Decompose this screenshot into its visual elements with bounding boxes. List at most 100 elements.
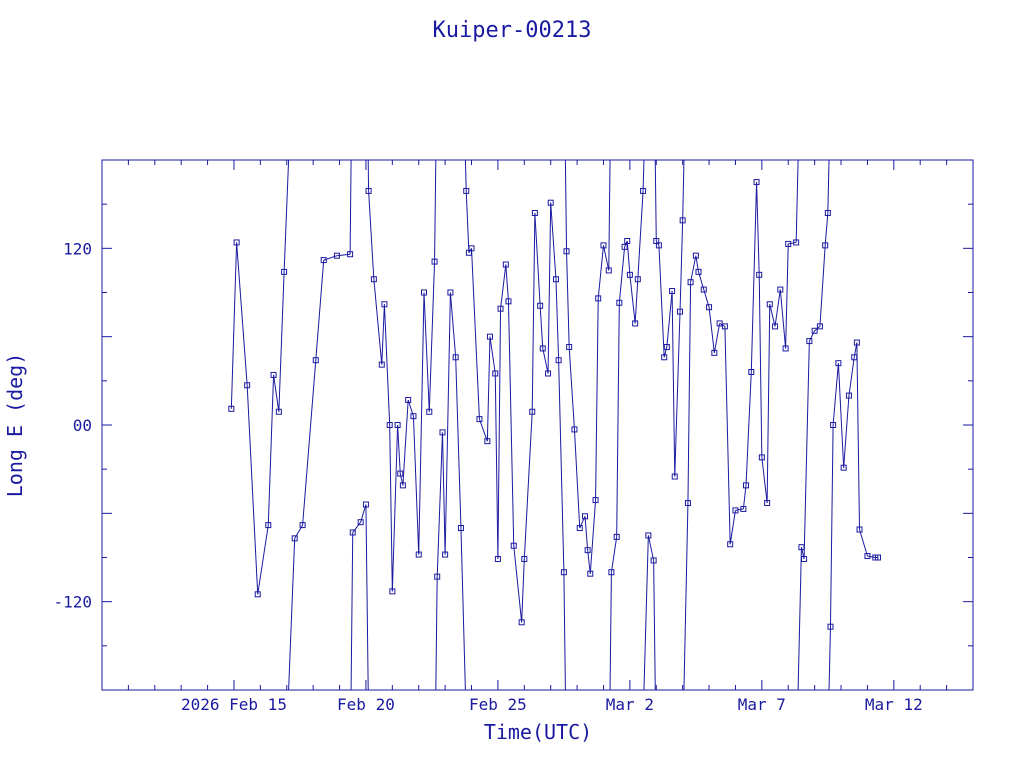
data-point (764, 500, 771, 507)
data-point (439, 429, 446, 436)
data-point (571, 426, 578, 433)
data-point (299, 522, 306, 529)
data-point (370, 276, 377, 283)
data-point (640, 187, 647, 194)
data-point (244, 382, 251, 389)
data-point (228, 405, 235, 412)
data-point (732, 507, 739, 514)
series-segment (568, 346, 575, 430)
series-segment (465, 190, 470, 253)
series-segment (381, 304, 385, 365)
series-segment (267, 374, 275, 526)
series-segment (658, 245, 665, 358)
data-point (743, 482, 750, 489)
data-point (766, 301, 773, 308)
series-segment (564, 160, 568, 252)
data-point (605, 267, 612, 274)
data-point (853, 339, 860, 346)
series-segment (803, 341, 810, 559)
data-point (531, 210, 538, 216)
data-point (687, 279, 694, 286)
series-segment (666, 290, 673, 348)
x-tick-label: Mar 7 (738, 695, 786, 714)
series-segment (497, 308, 502, 559)
series-segment (423, 292, 430, 412)
data-point (679, 217, 686, 224)
data-point (874, 554, 881, 561)
data-point (692, 252, 699, 259)
data-point (756, 271, 763, 278)
series-segment (486, 336, 491, 442)
series-segment (542, 348, 549, 374)
data-point (405, 396, 412, 403)
data-point (801, 555, 808, 562)
data-point (547, 199, 554, 206)
data-point (426, 408, 433, 415)
y-tick-label: 00 (73, 416, 92, 435)
series-segment (679, 220, 684, 312)
series-segment (859, 529, 868, 557)
series-segment (500, 264, 507, 309)
data-point (840, 464, 847, 471)
series-segment (683, 503, 689, 690)
series-segment (435, 576, 438, 690)
series-segment (795, 160, 799, 243)
series-segment (352, 521, 362, 533)
series-segment (848, 357, 855, 396)
series-segment (558, 360, 565, 573)
data-point (566, 343, 573, 350)
data-point (671, 473, 678, 480)
series-segment (769, 304, 776, 327)
data-point (753, 179, 760, 186)
data-point (584, 547, 591, 554)
series-segment (539, 305, 544, 349)
series-segment (634, 279, 639, 324)
series-segment (368, 190, 375, 280)
data-point (357, 519, 364, 526)
data-point (281, 268, 288, 275)
series-segment (389, 424, 393, 592)
data-point (510, 542, 517, 549)
series-segment (653, 560, 656, 690)
data-point (677, 308, 684, 315)
series-segment (867, 555, 876, 558)
data-point (655, 242, 662, 249)
data-point (711, 349, 718, 356)
series-segment (236, 242, 248, 386)
data-point (265, 522, 272, 529)
data-point (827, 623, 834, 630)
data-point (645, 532, 652, 539)
data-point (386, 422, 393, 428)
data-point (468, 245, 475, 252)
series-segment (637, 190, 644, 280)
series-segment (729, 510, 736, 545)
data-point (397, 470, 404, 477)
series-segment (534, 212, 541, 306)
series-segment (779, 289, 787, 349)
data-point (595, 295, 602, 302)
data-point (563, 248, 570, 255)
data-point (587, 570, 594, 577)
data-point (616, 299, 623, 306)
series-segment (735, 508, 744, 511)
x-tick-label: Mar 2 (606, 695, 654, 714)
series-segment (654, 160, 657, 241)
series-segment (682, 160, 685, 221)
series-segment (283, 160, 290, 272)
series-segment (766, 304, 771, 504)
series-segment (610, 536, 618, 573)
series-segment (584, 516, 589, 551)
series-segment (449, 292, 457, 358)
data-point (798, 544, 805, 551)
data-point (457, 525, 464, 532)
x-tick-label: Mar 12 (865, 695, 923, 714)
data-point (634, 276, 641, 283)
x-tick-label: Feb 25 (469, 695, 527, 714)
series-segment (788, 241, 797, 245)
data-point (777, 286, 784, 293)
data-point (830, 422, 837, 428)
series-segment (626, 240, 631, 275)
series-segment (671, 291, 676, 477)
data-point (621, 243, 628, 250)
